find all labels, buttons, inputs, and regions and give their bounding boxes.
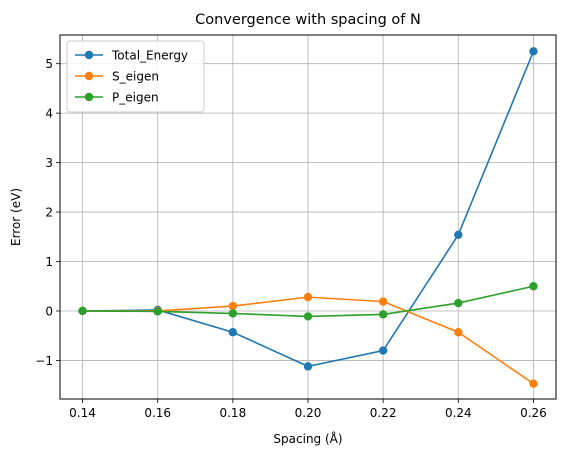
legend: Total_Energy S_eigen P_eigen [66,40,205,113]
x-tick-label: 0.18 [219,406,246,420]
data-point-s-eigen [529,379,538,388]
data-point-p-eigen [303,312,313,321]
y-tick-label: 3 [45,156,53,170]
data-point-p-eigen [378,310,388,319]
data-point-p-eigen [153,307,162,316]
series-p-eigen [78,282,538,321]
data-point-s-eigen [228,301,238,311]
data-point-total-energy [378,346,388,355]
y-axis: −1 0 1 2 3 4 5 [35,57,60,368]
y-tick-label: 1 [45,255,53,269]
data-point-s-eigen [454,328,463,337]
data-point-p-eigen [78,306,87,316]
chart-title: Convergence with spacing of N [195,12,421,28]
x-tick-label: 0.16 [144,406,171,420]
x-tick-label: 0.22 [370,406,397,420]
x-axis-label: Spacing (Å) [273,431,342,446]
series-layer [78,47,538,388]
legend-label-s-eigen: S_eigen [112,70,159,84]
legend-marker-p-eigen [84,92,94,102]
data-point-total-energy [529,47,538,56]
x-tick-label: 0.24 [445,406,472,420]
grid-lines [60,35,556,399]
legend-label-p-eigen: P_eigen [112,91,159,105]
data-point-p-eigen [529,282,538,291]
x-axis: 0.14 0.16 0.18 0.20 0.22 0.24 0.26 [69,399,547,420]
data-point-total-energy [454,230,463,240]
y-tick-label: 5 [45,57,53,71]
data-point-total-energy [228,328,238,337]
legend-label-total-energy: Total_Energy [111,49,188,63]
x-tick-label: 0.14 [69,406,96,420]
data-point-p-eigen [228,309,238,318]
y-tick-label: 0 [45,304,53,318]
legend-marker-s-eigen [84,71,94,81]
legend-marker-total-energy [84,50,94,60]
x-tick-label: 0.26 [520,406,547,420]
y-tick-label: −1 [35,354,53,368]
y-tick-label: 4 [45,107,53,121]
x-tick-label: 0.20 [295,406,322,420]
data-point-total-energy [303,362,313,371]
y-axis-label: Error (eV) [9,188,23,246]
legend-box [66,40,205,113]
y-tick-label: 2 [45,206,53,220]
data-point-p-eigen [454,298,463,308]
data-point-s-eigen [378,297,388,306]
data-point-s-eigen [303,292,313,302]
